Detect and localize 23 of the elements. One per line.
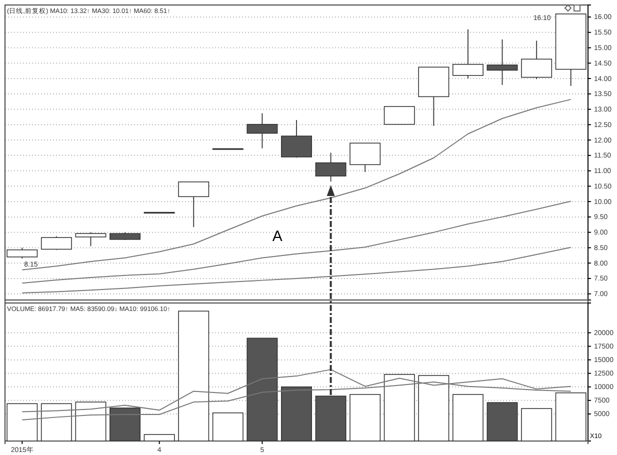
bar [555, 392, 586, 442]
bar [40, 403, 72, 442]
bar [521, 408, 552, 442]
bar [75, 402, 106, 442]
bar [350, 394, 381, 442]
bar [212, 412, 244, 442]
line-series [22, 98, 572, 270]
bar [384, 374, 415, 442]
candlestick [486, 38, 518, 86]
line-series [22, 246, 572, 294]
bar [110, 408, 141, 442]
bar [452, 394, 484, 442]
bar [6, 403, 38, 442]
bar [315, 396, 346, 442]
bar [144, 434, 175, 442]
candlestick [75, 232, 106, 247]
bar [281, 386, 312, 442]
annotation: A [272, 228, 282, 245]
bar [178, 310, 210, 442]
bar [246, 338, 278, 442]
bar [486, 402, 518, 442]
bar [418, 375, 450, 442]
line-series [22, 200, 572, 284]
